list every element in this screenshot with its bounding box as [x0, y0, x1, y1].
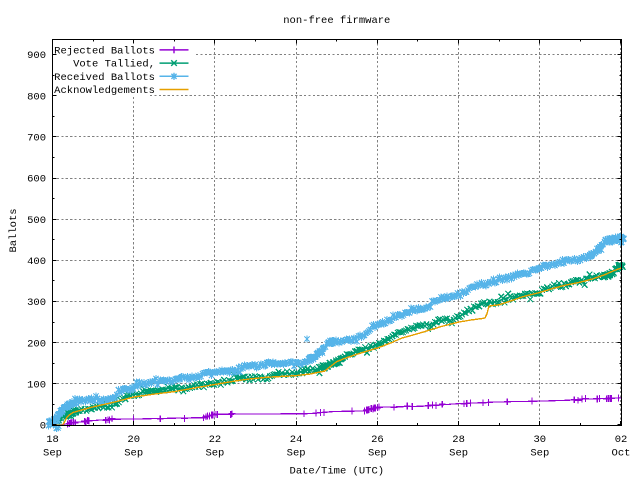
svg-text:26: 26 [371, 434, 384, 446]
svg-text:18: 18 [46, 434, 59, 446]
svg-text:Rejected Ballots: Rejected Ballots [54, 46, 155, 58]
svg-text:24: 24 [290, 434, 303, 446]
svg-text:Sep: Sep [287, 448, 306, 460]
svg-text:30: 30 [533, 434, 546, 446]
svg-text:Sep: Sep [124, 448, 143, 460]
svg-text:Sep: Sep [205, 448, 224, 460]
svg-text:500: 500 [27, 215, 46, 227]
svg-text:0: 0 [40, 421, 46, 433]
svg-text:Oct: Oct [612, 448, 631, 460]
svg-text:Sep: Sep [530, 448, 549, 460]
svg-text:300: 300 [27, 297, 46, 309]
svg-text:800: 800 [27, 91, 46, 103]
svg-text:700: 700 [27, 132, 46, 144]
svg-text:28: 28 [452, 434, 465, 446]
svg-text:Sep: Sep [368, 448, 387, 460]
svg-text:400: 400 [27, 256, 46, 268]
svg-text:600: 600 [27, 174, 46, 186]
svg-text:Vote Tallied,: Vote Tallied, [73, 59, 155, 71]
svg-text:100: 100 [27, 379, 46, 391]
svg-text:20: 20 [127, 434, 140, 446]
svg-text:02: 02 [615, 434, 628, 446]
svg-text:22: 22 [209, 434, 222, 446]
svg-text:Date/Time (UTC): Date/Time (UTC) [290, 466, 385, 478]
svg-text:900: 900 [27, 50, 46, 62]
svg-text:200: 200 [27, 338, 46, 350]
svg-text:Sep: Sep [449, 448, 468, 460]
svg-text:Acknowledgements: Acknowledgements [54, 85, 155, 97]
svg-text:non-free firmware: non-free firmware [283, 15, 390, 27]
svg-text:Sep: Sep [43, 448, 62, 460]
svg-text:Received Ballots: Received Ballots [54, 72, 155, 84]
svg-text:Ballots: Ballots [8, 208, 20, 252]
